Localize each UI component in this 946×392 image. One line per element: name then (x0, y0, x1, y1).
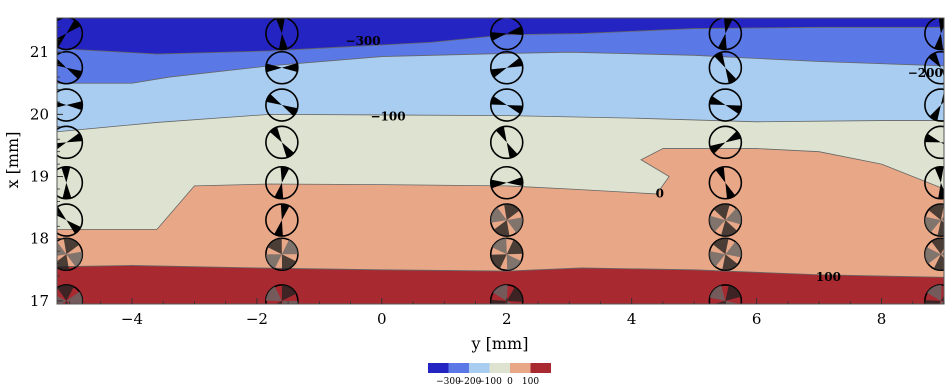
orientation-glyph (924, 18, 944, 51)
y-tick-label: 20 (30, 105, 49, 123)
orientation-glyph (489, 237, 524, 272)
orientation-glyph (708, 165, 743, 200)
y-tick-label: 18 (30, 230, 49, 248)
x-tick-label: −2 (246, 310, 268, 328)
orientation-glyph (265, 88, 299, 122)
orientation-glyph (265, 237, 299, 272)
x-tick-label: 2 (502, 310, 512, 328)
orientation-glyph (57, 237, 84, 272)
x-tick-label: 6 (752, 310, 762, 328)
orientation-glyph (57, 125, 84, 160)
colorbar-tick-label: 0 (507, 377, 513, 387)
orientation-glyph (57, 88, 84, 122)
y-tick-label: 19 (30, 168, 49, 186)
orientation-glyph (924, 125, 944, 160)
orientation-glyph (924, 88, 944, 122)
y-tick-label: 17 (30, 292, 49, 310)
y-axis-title: x [mm] (3, 132, 22, 189)
orientation-glyph (265, 284, 299, 304)
contour-label: −200 (908, 66, 943, 80)
orientation-glyph (708, 284, 743, 304)
orientation-glyph (489, 203, 524, 237)
orientation-glyph (924, 284, 944, 304)
orientation-glyph (708, 125, 743, 160)
orientation-glyph (489, 125, 524, 160)
orientation-glyph (924, 50, 944, 85)
orientation-glyph (489, 88, 524, 122)
orientation-glyph (489, 50, 524, 85)
orientation-glyph (265, 50, 299, 85)
colorbar-swatch (428, 363, 449, 373)
colorbar-swatch (489, 363, 510, 373)
contour-label: 0 (656, 186, 664, 200)
colorbar-swatch (469, 363, 490, 373)
orientation-glyph (57, 165, 84, 200)
orientation-glyph (265, 18, 299, 51)
colorbar-tick-label: 100 (522, 377, 539, 387)
orientation-glyphs (57, 18, 944, 304)
orientation-glyph (265, 125, 299, 160)
x-tick-label: 4 (627, 310, 637, 328)
contour-labels: −300 −200 −100 0 100 (346, 34, 943, 284)
x-tick-label: 8 (877, 310, 887, 328)
x-axis-title: y [mm] (471, 334, 529, 353)
orientation-glyph (57, 203, 84, 237)
orientation-glyph (924, 203, 944, 237)
colorbar-tick-label: −200 (457, 377, 482, 387)
orientation-glyph (708, 50, 743, 85)
colorbar-swatch (530, 363, 551, 373)
orientation-glyph (708, 237, 743, 272)
colorbar-tick-label: −100 (477, 377, 502, 387)
contour-label: −100 (371, 109, 406, 123)
orientation-glyph (708, 203, 743, 237)
orientation-glyph (924, 165, 944, 200)
orientation-glyph (265, 165, 299, 200)
contour-label: −300 (346, 34, 381, 48)
colorbar-tick-label: −300 (436, 377, 461, 387)
orientation-glyph (57, 18, 84, 51)
y-tick-label: 21 (30, 43, 49, 61)
x-tick-label: −4 (121, 310, 143, 328)
orientation-glyph (57, 284, 84, 304)
x-axis: −4 −2 0 2 4 6 8 (69, 298, 945, 328)
contour-label: 100 (816, 270, 841, 284)
orientation-glyph (708, 18, 743, 51)
orientation-glyph (489, 18, 524, 51)
orientation-glyph (924, 237, 944, 272)
orientation-glyph (57, 50, 84, 85)
y-axis: 17 18 19 20 21 (30, 26, 63, 310)
x-tick-label: 0 (377, 310, 387, 328)
orientation-glyph (708, 88, 743, 122)
colorbar-swatch (510, 363, 531, 373)
orientation-glyph (265, 203, 299, 237)
colorbar-swatch (448, 363, 469, 373)
contour-band (57, 18, 944, 55)
orientation-glyph (489, 284, 524, 304)
plot-frame (56, 17, 945, 305)
colorbar: −300−200−100 0 100 (428, 363, 551, 387)
orientation-glyph (489, 165, 524, 200)
